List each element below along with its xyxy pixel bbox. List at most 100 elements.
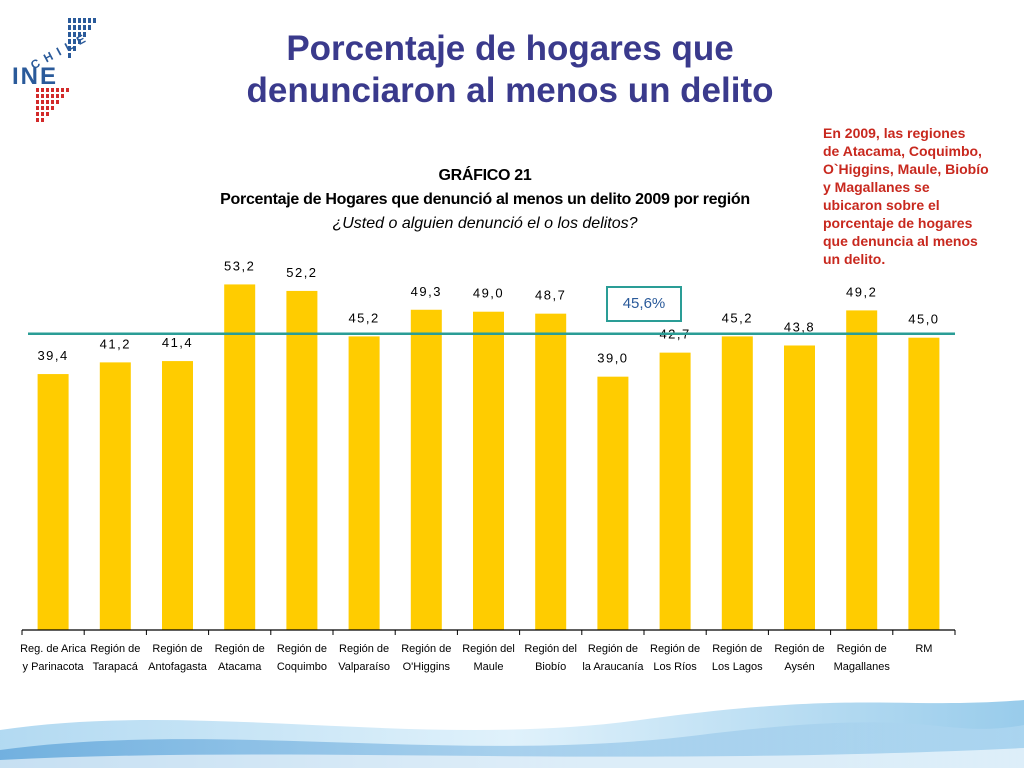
bar [348, 336, 380, 630]
logo-block [41, 100, 44, 104]
logo-block [41, 94, 44, 98]
logo-block [36, 106, 39, 110]
category-label: Región de [401, 643, 451, 655]
category-label: Tarapacá [93, 661, 139, 673]
logo-blue-grid [68, 18, 96, 58]
category-label: la Araucanía [582, 661, 644, 673]
logo-block [36, 94, 39, 98]
logo-block [46, 112, 49, 116]
side-note-line: de Atacama, Coquimbo, [823, 143, 982, 159]
bar [224, 284, 256, 630]
bar-value-label: 53,2 [224, 258, 255, 273]
logo-block [78, 25, 81, 30]
logo-block [73, 25, 76, 30]
bar-value-label: 39,0 [597, 351, 628, 366]
side-note-line: que denuncia al menos [823, 233, 978, 249]
logo-block [68, 46, 71, 51]
logo-block [68, 18, 71, 23]
category-label: Región del [462, 643, 515, 655]
logo-block [51, 100, 54, 104]
logo-block [41, 106, 44, 110]
category-label: Magallanes [834, 661, 891, 673]
logo-block [36, 112, 39, 116]
category-label: Los Ríos [653, 661, 697, 673]
bar [597, 376, 629, 630]
logo-block [66, 88, 69, 92]
logo-block [83, 32, 86, 37]
bar [162, 361, 193, 630]
category-label: O'Higgins [403, 661, 451, 673]
category-label: y Parinacota [23, 661, 85, 673]
logo-block [88, 25, 91, 30]
side-note-line: En 2009, las regiones [823, 125, 966, 141]
category-label: Región del [524, 643, 577, 655]
category-label: Los Lagos [712, 661, 763, 673]
category-label: Atacama [218, 661, 262, 673]
logo-block [41, 112, 44, 116]
bar-value-label: 41,2 [100, 336, 131, 351]
logo-block [68, 25, 71, 30]
category-label: Región de [837, 643, 887, 655]
logo-red-grid [36, 88, 69, 122]
logo-block [56, 94, 59, 98]
logo-block [73, 18, 76, 23]
bar [37, 374, 69, 630]
category-label: Biobío [535, 661, 566, 673]
logo-block [41, 88, 44, 92]
bar-value-label: 48,7 [535, 288, 566, 303]
logo-block [46, 100, 49, 104]
category-label: Región de [774, 643, 824, 655]
logo-block [46, 88, 49, 92]
slide-title: Porcentaje de hogares que denunciaron al… [190, 28, 830, 112]
bar [659, 352, 691, 630]
bar-value-label: 45,2 [722, 310, 753, 325]
bar [721, 336, 753, 630]
side-note-line: un delito. [823, 251, 886, 267]
bar-value-label: 49,0 [473, 286, 504, 301]
side-note: En 2009, las regiones de Atacama, Coquim… [823, 124, 1019, 268]
logo-block [83, 25, 86, 30]
bar [286, 290, 318, 630]
ine-chile-logo: CHILE INE [12, 18, 96, 122]
logo-ine-text: INE [12, 63, 58, 90]
logo-block [36, 118, 39, 122]
category-label: Maule [474, 661, 504, 673]
logo-block [73, 32, 76, 37]
logo-block [78, 32, 81, 37]
category-label: Región de [712, 643, 762, 655]
bar [410, 309, 442, 630]
bar-value-label: 49,3 [411, 284, 442, 299]
side-note-line: ubicaron sobre el [823, 197, 940, 213]
logo-block [51, 94, 54, 98]
chart-label: GRÁFICO 21 [438, 167, 532, 184]
category-label: Región de [650, 643, 700, 655]
logo-block [68, 53, 71, 58]
logo-block [36, 100, 39, 104]
logo-block [56, 88, 59, 92]
category-label: Coquimbo [277, 661, 327, 673]
category-label: Valparaíso [338, 661, 390, 673]
logo-block [78, 18, 81, 23]
logo-block [93, 18, 96, 23]
category-label: Región de [588, 643, 638, 655]
category-label: Región de [339, 643, 389, 655]
logo-block [61, 88, 64, 92]
category-label: Aysén [784, 661, 814, 673]
slide-title-line-2: denunciaron al menos un delito [246, 71, 774, 110]
category-label: Región de [277, 643, 327, 655]
bar [473, 311, 504, 630]
category-label: Región de [152, 643, 202, 655]
chart-subtitle: ¿Usted o alguien denunció el o los delit… [332, 215, 638, 232]
logo-block [46, 106, 49, 110]
bar-value-label: 45,2 [348, 310, 379, 325]
bar-value-label: 39,4 [37, 348, 68, 363]
bar-value-label: 41,4 [162, 335, 193, 350]
bar [535, 313, 567, 630]
logo-block [51, 106, 54, 110]
logo-block [56, 100, 59, 104]
chart-title: Porcentaje de Hogares que denunció al me… [220, 191, 750, 208]
logo-block [41, 118, 44, 122]
logo-block [73, 39, 76, 44]
bar [846, 310, 878, 630]
footer-wave-decoration [0, 700, 1024, 768]
